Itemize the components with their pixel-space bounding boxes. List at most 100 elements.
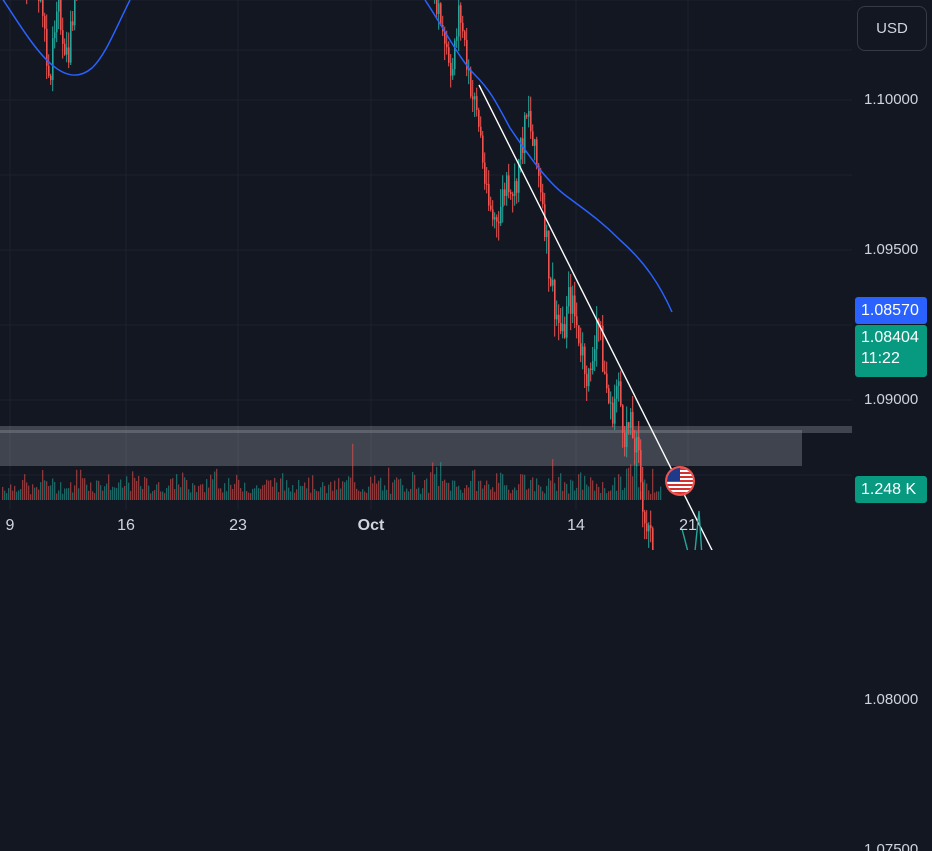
currency-button[interactable]: USD (857, 6, 927, 51)
volume-bar (144, 476, 146, 500)
candle-body (584, 346, 586, 374)
volume-bar (600, 493, 602, 500)
volume-bar (396, 477, 398, 500)
volume-bar (532, 477, 534, 500)
volume-bar (358, 490, 360, 500)
candle-body (492, 209, 494, 220)
volume-bar (480, 480, 482, 500)
candle-body (486, 183, 488, 185)
candle-body (544, 204, 546, 237)
volume-bar (652, 468, 654, 500)
volume-bar (364, 491, 366, 500)
volume-bar (172, 478, 174, 500)
candle-body (60, 0, 62, 31)
volume-bar (34, 487, 36, 500)
volume-bar (610, 490, 612, 500)
volume-bar (174, 488, 176, 500)
volume-bar (78, 488, 80, 500)
candle-body (630, 412, 632, 428)
volume-bar (390, 493, 392, 500)
volume-bar (98, 480, 100, 500)
candle-body (466, 40, 468, 70)
volume-bar (312, 475, 314, 500)
volume-bar (414, 474, 416, 500)
candle-body (38, 0, 40, 2)
volume-bar (524, 474, 526, 500)
volume-bar (228, 478, 230, 500)
volume-bar (660, 486, 662, 500)
volume-bar (588, 486, 590, 500)
volume-bar (488, 484, 490, 500)
candle-body (564, 324, 566, 338)
candle-body (628, 422, 630, 428)
us-flag-icon[interactable] (665, 466, 695, 496)
volume-bar (132, 471, 134, 500)
volume-bar (540, 486, 542, 500)
candle-body (608, 388, 610, 403)
candle-body (42, 0, 44, 16)
candle-body (644, 511, 646, 524)
volume-bar (178, 484, 180, 500)
volume-tag: 1.248 K (855, 476, 927, 503)
volume-bar (632, 476, 634, 500)
volume-bar (258, 488, 260, 500)
volume-bar (380, 477, 382, 500)
volume-bar (226, 491, 228, 500)
volume-bar (498, 482, 500, 500)
volume-bar (450, 490, 452, 500)
candle-body (482, 135, 484, 163)
volume-bar (548, 478, 550, 500)
resistance-zone-lower (0, 430, 802, 466)
candle-body (56, 11, 58, 33)
price-tick-label: 1.08000 (864, 691, 919, 708)
volume-bar (626, 468, 628, 500)
volume-bar (592, 480, 594, 500)
volume-bar (458, 485, 460, 500)
candle-body (534, 139, 536, 146)
volume-bar (102, 490, 104, 500)
volume-bar (636, 464, 638, 500)
volume-bar (476, 490, 478, 500)
volume-bar (192, 483, 194, 500)
volume-bar (550, 480, 552, 500)
volume-bar (478, 480, 480, 500)
candle-body (50, 75, 52, 81)
candle-body (624, 432, 626, 447)
moving-average-line-main (424, 0, 673, 313)
candle-body (46, 28, 48, 66)
price-chart[interactable] (0, 0, 932, 550)
drawing-overlays[interactable] (0, 84, 852, 550)
volume-bar (140, 486, 142, 500)
volume-bar (182, 472, 184, 500)
candle-body (460, 5, 462, 23)
volume-bar (244, 482, 246, 500)
moving-average (2, 0, 673, 313)
volume-bar (374, 475, 376, 500)
volume-bar (340, 488, 342, 500)
candle-body (440, 3, 442, 25)
candle-body (520, 138, 522, 160)
volume-bar (130, 490, 132, 500)
volume-bar (128, 482, 130, 500)
candle-body (448, 47, 450, 63)
volume-bar (58, 490, 60, 500)
volume-bar (370, 476, 372, 500)
volume-bar (142, 488, 144, 500)
candle-body (496, 217, 498, 222)
volume-bar (350, 477, 352, 500)
volume-bar (492, 487, 494, 500)
volume-bar (322, 482, 324, 500)
volume-bar (64, 488, 66, 500)
volume-bar (10, 484, 12, 500)
candle-body (524, 115, 526, 153)
candle-body (614, 398, 616, 424)
candle-body (604, 371, 606, 374)
candle-body (456, 36, 458, 41)
volume-bar (366, 492, 368, 500)
candle-body (484, 162, 486, 184)
candle-body (610, 402, 612, 404)
volume-bar (196, 492, 198, 500)
volume-bar (408, 491, 410, 500)
volume-bar (296, 489, 298, 500)
volume-bar (596, 483, 598, 500)
